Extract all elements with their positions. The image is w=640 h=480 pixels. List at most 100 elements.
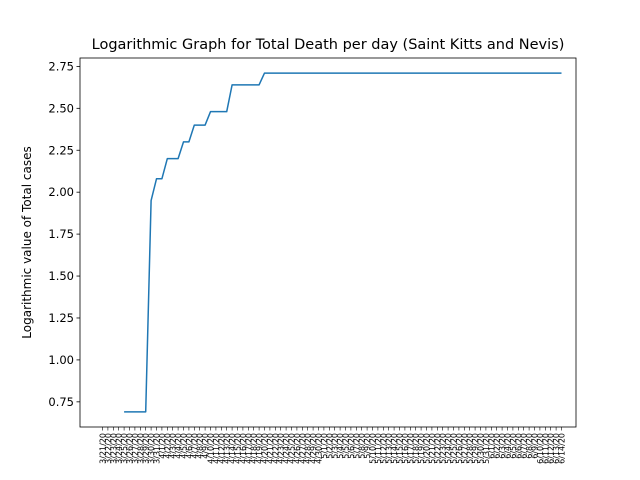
x-tick-label: 4/10/20 [207, 433, 216, 464]
x-axis: 3/21/203/22/203/23/203/24/203/25/203/26/… [99, 427, 567, 464]
x-tick-label: 4/26/20 [293, 433, 302, 464]
x-tick-label: 6/10/20 [536, 433, 545, 464]
x-tick-label: 5/6/20 [347, 433, 356, 459]
y-tick-label: 2.25 [48, 143, 74, 157]
x-tick-label: 5/15/20 [396, 433, 405, 464]
series-line [124, 72, 562, 413]
y-tick-label: 1.25 [48, 311, 74, 325]
x-tick-label: 6/7/20 [520, 433, 529, 459]
x-tick-label: 4/22/20 [271, 433, 280, 464]
x-tick-label: 4/25/20 [288, 433, 297, 464]
x-tick-label: 5/8/20 [358, 433, 367, 459]
x-tick-label: 6/6/20 [514, 433, 523, 459]
y-tick-label: 0.75 [48, 395, 74, 409]
x-tick-label: 5/20/20 [423, 433, 432, 464]
x-tick-label: 4/9/20 [201, 433, 210, 459]
x-tick-label: 5/31/20 [482, 433, 491, 464]
x-tick-label: 5/1/20 [320, 433, 329, 459]
x-tick-label: 4/21/20 [266, 433, 275, 464]
x-tick-label: 5/19/20 [417, 433, 426, 464]
x-tick-label: 4/5/20 [180, 433, 189, 459]
x-tick-label: 5/28/20 [466, 433, 475, 464]
x-tick-label: 4/27/20 [298, 433, 307, 464]
x-tick-label: 4/19/20 [255, 433, 264, 464]
x-tick-label: 5/30/20 [477, 433, 486, 464]
x-tick-label: 3/29/20 [142, 433, 151, 464]
x-tick-label: 6/2/20 [493, 433, 502, 459]
x-tick-label: 6/1/20 [487, 433, 496, 459]
x-tick-label: 5/17/20 [406, 433, 415, 464]
x-tick-label: 4/6/20 [185, 433, 194, 459]
x-tick-label: 4/7/20 [190, 433, 199, 459]
x-tick-label: 5/27/20 [460, 433, 469, 464]
x-tick-label: 6/13/20 [552, 433, 561, 464]
x-tick-label: 5/9/20 [363, 433, 372, 459]
x-tick-label: 4/30/20 [315, 433, 324, 464]
x-tick-label: 4/20/20 [261, 433, 270, 464]
x-tick-label: 4/14/20 [228, 433, 237, 464]
x-tick-label: 5/7/20 [352, 433, 361, 459]
x-tick-label: 6/11/20 [541, 433, 550, 464]
y-tick-label: 1.50 [48, 269, 74, 283]
x-tick-label: 4/28/20 [304, 433, 313, 464]
y-tick-label: 2.75 [48, 59, 74, 73]
x-tick-label: 5/13/20 [385, 433, 394, 464]
x-tick-label: 4/8/20 [196, 433, 205, 459]
x-tick-label: 5/3/20 [331, 433, 340, 459]
x-tick-label: 5/25/20 [450, 433, 459, 464]
y-axis: 0.75 1.00 1.25 1.50 1.75 2.00 2.25 2.50 2.75 [48, 59, 80, 409]
x-tick-label: 3/24/20 [115, 433, 124, 464]
x-tick-label: 4/2/20 [163, 433, 172, 459]
y-tick-label: 2.50 [48, 101, 74, 115]
x-tick-label: 4/12/20 [217, 433, 226, 464]
x-tick-label: 5/11/20 [374, 433, 383, 464]
x-tick-label: 5/18/20 [412, 433, 421, 464]
x-tick-label: 3/30/20 [147, 433, 156, 464]
x-tick-label: 3/25/20 [120, 433, 129, 464]
x-tick-label: 4/13/20 [223, 433, 232, 464]
x-tick-label: 6/5/20 [509, 433, 518, 459]
x-tick-label: 4/4/20 [174, 433, 183, 459]
x-tick-label: 5/4/20 [336, 433, 345, 459]
x-tick-label: 4/1/20 [158, 433, 167, 459]
y-axis-label: Logarithmic value of Total cases [20, 146, 34, 338]
x-tick-label: 5/21/20 [428, 433, 437, 464]
x-tick-label: 5/16/20 [401, 433, 410, 464]
x-tick-label: 5/23/20 [439, 433, 448, 464]
x-tick-label: 3/23/20 [109, 433, 118, 464]
x-tick-label: 4/18/20 [250, 433, 259, 464]
x-tick-label: 3/22/20 [104, 433, 113, 464]
x-tick-label: 5/26/20 [455, 433, 464, 464]
plot-content [124, 72, 562, 413]
y-tick-label: 1.00 [48, 353, 74, 367]
x-tick-label: 4/11/20 [212, 433, 221, 464]
x-tick-label: 4/17/20 [244, 433, 253, 464]
x-tick-label: 6/12/20 [547, 433, 556, 464]
x-tick-label: 6/3/20 [498, 433, 507, 459]
x-tick-label: 4/29/20 [309, 433, 318, 464]
x-tick-label: 5/22/20 [433, 433, 442, 464]
x-tick-label: 6/9/20 [531, 433, 540, 459]
chart-title: Logarithmic Graph for Total Death per da… [92, 37, 565, 53]
x-tick-label: 4/16/20 [239, 433, 248, 464]
x-tick-label: 5/14/20 [390, 433, 399, 464]
plot-frame [79, 57, 577, 428]
x-tick-label: 3/26/20 [126, 433, 135, 464]
x-tick-label: 6/4/20 [504, 433, 513, 459]
y-tick-label: 1.75 [48, 227, 74, 241]
x-tick-label: 3/28/20 [136, 433, 145, 464]
x-tick-label: 6/14/20 [558, 433, 567, 464]
x-tick-label: 5/5/20 [342, 433, 351, 459]
x-tick-label: 5/12/20 [379, 433, 388, 464]
x-tick-label: 4/15/20 [234, 433, 243, 464]
x-tick-label: 5/29/20 [471, 433, 480, 464]
x-tick-label: 4/3/20 [169, 433, 178, 459]
x-tick-label: 3/27/20 [131, 433, 140, 464]
x-tick-label: 5/10/20 [369, 433, 378, 464]
x-tick-label: 6/8/20 [525, 433, 534, 459]
x-tick-label: 3/31/20 [153, 433, 162, 464]
x-tick-label: 4/23/20 [277, 433, 286, 464]
x-tick-label: 3/21/20 [99, 433, 108, 464]
